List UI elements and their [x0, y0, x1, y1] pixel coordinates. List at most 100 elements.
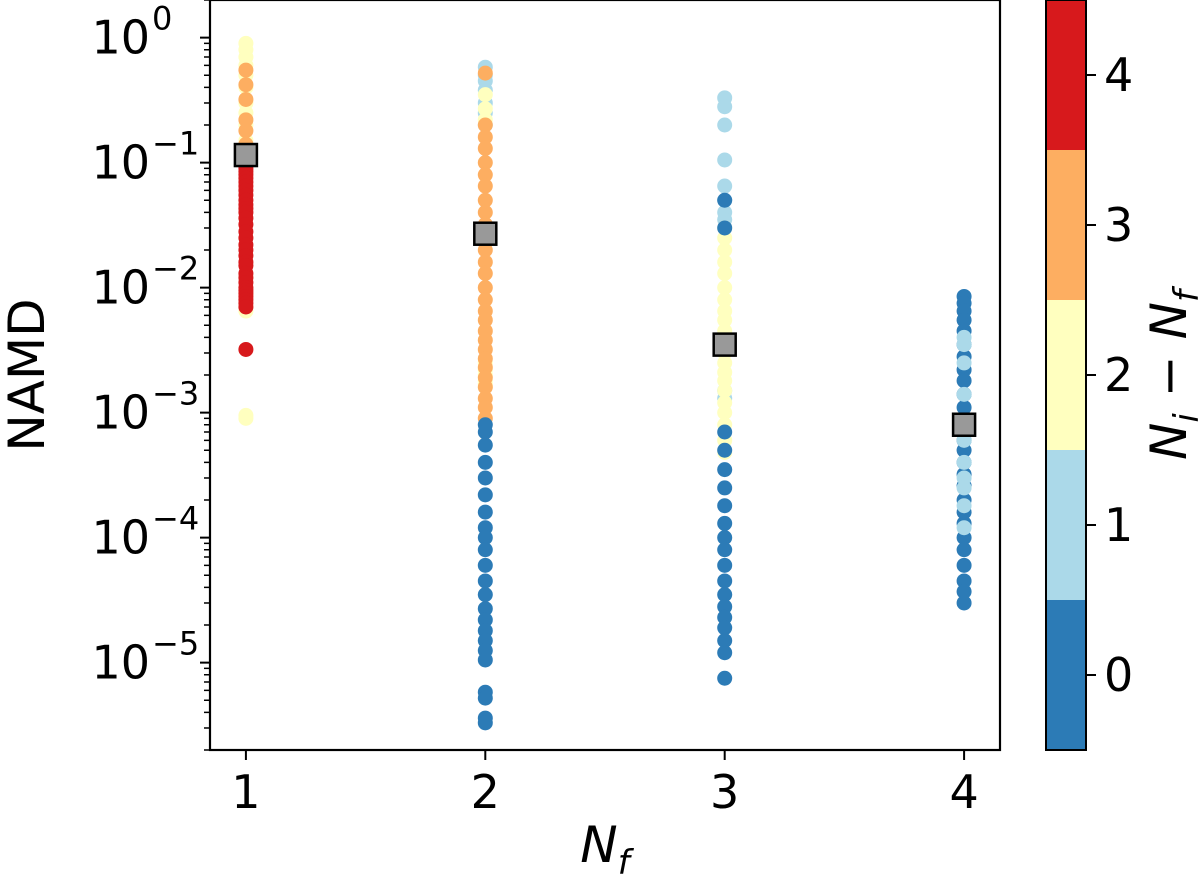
colorbar-tick-label: 4 [1104, 48, 1133, 102]
data-point [717, 670, 733, 686]
data-point [477, 437, 493, 453]
data-point [238, 407, 254, 423]
data-point [477, 265, 493, 281]
data-point [717, 220, 733, 236]
median-marker [712, 332, 737, 357]
data-point [238, 77, 254, 93]
y-tick-exponent: −4 [152, 500, 199, 538]
data-point [717, 99, 733, 115]
data-point [717, 645, 733, 661]
data-point [477, 242, 493, 258]
data-point [477, 254, 493, 270]
data-point [238, 112, 254, 128]
y-tick-exponent: −1 [152, 125, 199, 163]
data-point [717, 383, 733, 399]
data-point [717, 633, 733, 649]
data-point [717, 265, 733, 281]
data-point [477, 280, 493, 296]
data-point [717, 573, 733, 589]
y-tick-label: 10 [91, 261, 150, 315]
data-point [956, 312, 972, 328]
data-point [477, 715, 493, 731]
data-point [477, 292, 493, 308]
data-point [477, 612, 493, 628]
data-point [477, 487, 493, 503]
data-point [717, 515, 733, 531]
data-point [477, 690, 493, 706]
data-point [956, 557, 972, 573]
data-point [477, 504, 493, 520]
y-tick-exponent: −3 [152, 375, 199, 413]
data-point [717, 498, 733, 514]
colorbar: 0 1 2 3 4 [1046, 0, 1133, 750]
y-tick-exponent: 0 [152, 0, 172, 38]
data-point [238, 91, 254, 107]
x-tick-label: 4 [949, 765, 978, 819]
x-axis-label-sub: f [618, 843, 635, 883]
data-point [717, 117, 733, 133]
data-point [477, 101, 493, 117]
data-point [477, 573, 493, 589]
data-point [477, 542, 493, 558]
data-point [477, 424, 493, 440]
colorbar-tick-label: 0 [1104, 648, 1133, 702]
data-point [477, 587, 493, 603]
scatter-points [238, 35, 972, 731]
data-point [717, 530, 733, 546]
data-point [717, 280, 733, 296]
colorbar-segment [1046, 0, 1086, 150]
x-axis-label: Nf [580, 816, 634, 883]
data-point [477, 530, 493, 546]
colorbar-tick-label: 1 [1104, 498, 1133, 552]
data-point [717, 254, 733, 270]
data-point [956, 399, 972, 415]
x-tick-label: 1 [231, 765, 260, 819]
data-point [477, 557, 493, 573]
data-point [477, 379, 493, 395]
data-point [477, 155, 493, 171]
y-tick-exponent: −2 [152, 250, 199, 288]
data-point [717, 609, 733, 625]
data-point [477, 192, 493, 208]
data-point [717, 152, 733, 168]
y-tick-exponent: −5 [152, 625, 199, 663]
data-point [956, 520, 972, 536]
data-point [956, 584, 972, 600]
colorbar-segment [1046, 300, 1086, 450]
data-point [238, 341, 254, 357]
data-point [477, 140, 493, 156]
data-point [956, 542, 972, 558]
data-point [477, 470, 493, 486]
data-point [956, 386, 972, 402]
data-point [717, 405, 733, 421]
data-point [956, 454, 972, 470]
data-point [717, 462, 733, 478]
colorbar-label: Ni − Nf [1140, 285, 1200, 460]
data-point [477, 454, 493, 470]
colorbar-segment [1046, 450, 1086, 600]
data-point [956, 595, 972, 611]
data-point [477, 167, 493, 183]
y-tick-label: 10 [91, 636, 150, 690]
x-tick-label: 3 [710, 765, 739, 819]
data-point [717, 192, 733, 208]
data-point [477, 87, 493, 103]
data-point [956, 573, 972, 589]
data-point [956, 498, 972, 514]
data-point [956, 373, 972, 389]
data-point [477, 204, 493, 220]
data-point [477, 312, 493, 328]
y-tick-label: 10 [91, 511, 150, 565]
x-axis-label-main: N [580, 816, 617, 874]
data-point [477, 117, 493, 133]
data-point [717, 292, 733, 308]
data-point [477, 178, 493, 194]
data-point [717, 599, 733, 615]
data-point [238, 299, 254, 315]
median-markers [233, 142, 977, 437]
data-point [717, 178, 733, 194]
data-point [956, 480, 972, 496]
y-tick-label: 10 [91, 136, 150, 190]
